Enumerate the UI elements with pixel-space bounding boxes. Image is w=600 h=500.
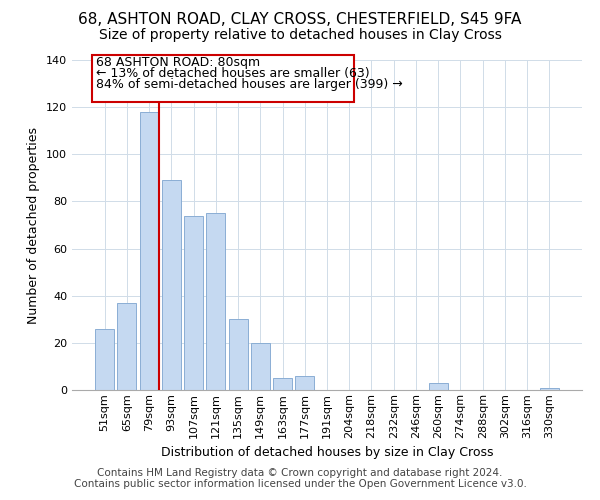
Bar [95,328,114,390]
Bar [429,383,448,390]
Bar [229,320,248,390]
X-axis label: Distribution of detached houses by size in Clay Cross: Distribution of detached houses by size … [161,446,493,459]
Text: 68 ASHTON ROAD: 80sqm: 68 ASHTON ROAD: 80sqm [96,56,260,70]
Text: Contains HM Land Registry data © Crown copyright and database right 2024.: Contains HM Land Registry data © Crown c… [97,468,503,477]
Text: ← 13% of detached houses are smaller (63): ← 13% of detached houses are smaller (63… [96,67,370,80]
Text: 68, ASHTON ROAD, CLAY CROSS, CHESTERFIELD, S45 9FA: 68, ASHTON ROAD, CLAY CROSS, CHESTERFIEL… [79,12,521,28]
Bar [92,56,353,102]
Text: Contains public sector information licensed under the Open Government Licence v3: Contains public sector information licen… [74,479,526,489]
Y-axis label: Number of detached properties: Number of detached properties [28,126,40,324]
Bar [162,180,181,390]
Text: 84% of semi-detached houses are larger (399) →: 84% of semi-detached houses are larger (… [96,78,403,90]
Bar [295,376,314,390]
Bar [540,388,559,390]
Bar [273,378,292,390]
Bar [140,112,158,390]
Bar [206,213,225,390]
Bar [118,303,136,390]
Bar [251,343,270,390]
Bar [184,216,203,390]
Text: Size of property relative to detached houses in Clay Cross: Size of property relative to detached ho… [98,28,502,42]
